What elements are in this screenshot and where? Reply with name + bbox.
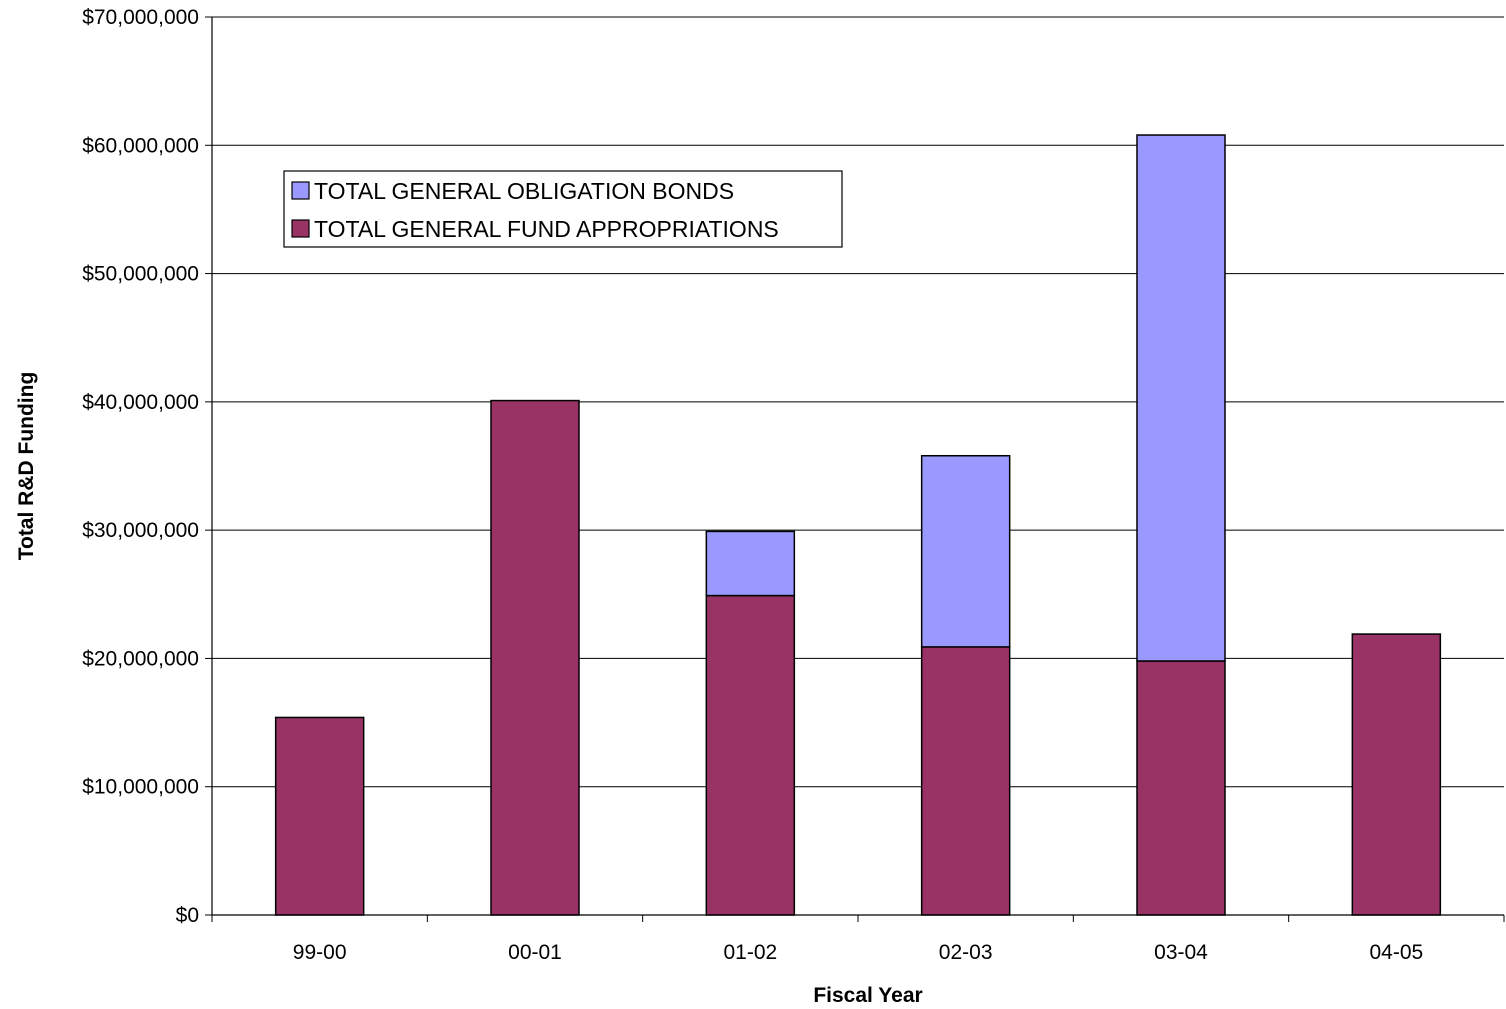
legend-swatch <box>291 219 310 238</box>
legend: TOTAL GENERAL OBLIGATION BONDS TOTAL GENE… <box>283 170 843 248</box>
bar-segment <box>274 716 365 916</box>
y-axis-title: Total R&D Funding <box>15 372 38 561</box>
bars <box>274 134 1442 916</box>
axes <box>205 16 1505 922</box>
legend-swatch <box>291 181 310 200</box>
legend-label: TOTAL GENERAL FUND APPROPRIATIONS <box>314 216 779 242</box>
x-tick-label: 99-00 <box>293 941 347 964</box>
x-tick-label: 02-03 <box>939 941 993 964</box>
y-tick-label: $0 <box>176 904 199 927</box>
y-tick-label: $20,000,000 <box>82 647 199 670</box>
x-axis-title: Fiscal Year <box>813 984 922 1007</box>
gridlines <box>212 16 1504 788</box>
y-tick-label: $60,000,000 <box>82 134 199 157</box>
y-tick-label: $40,000,000 <box>82 391 199 414</box>
x-tick-label: 01-02 <box>723 941 777 964</box>
bar-segment <box>705 594 796 916</box>
bar-segment <box>705 530 796 597</box>
legend-box <box>283 170 843 248</box>
legend-label: TOTAL GENERAL OBLIGATION BONDS <box>314 178 734 204</box>
bar-segment <box>1136 134 1226 662</box>
y-tick-label: $50,000,000 <box>82 263 199 286</box>
bar-segment <box>920 646 1011 916</box>
y-tick-label: $10,000,000 <box>82 776 199 799</box>
bar-segment <box>920 454 1011 648</box>
x-tick-labels: 99-00 00-01 01-02 02-03 03-04 04-05 <box>293 941 1423 964</box>
y-tick-label: $30,000,000 <box>82 519 199 542</box>
y-tick-label: $70,000,000 <box>82 6 199 29</box>
x-tick-label: 00-01 <box>508 941 562 964</box>
x-tick-label: 04-05 <box>1369 941 1423 964</box>
y-tick-labels: $0 $10,000,000 $20,000,000 $30,000,000 $40,0… <box>82 6 199 927</box>
x-tick-label: 03-04 <box>1154 941 1208 964</box>
bar-segment <box>490 399 580 916</box>
bar-segment <box>1136 660 1226 916</box>
bar-segment <box>1351 633 1442 916</box>
